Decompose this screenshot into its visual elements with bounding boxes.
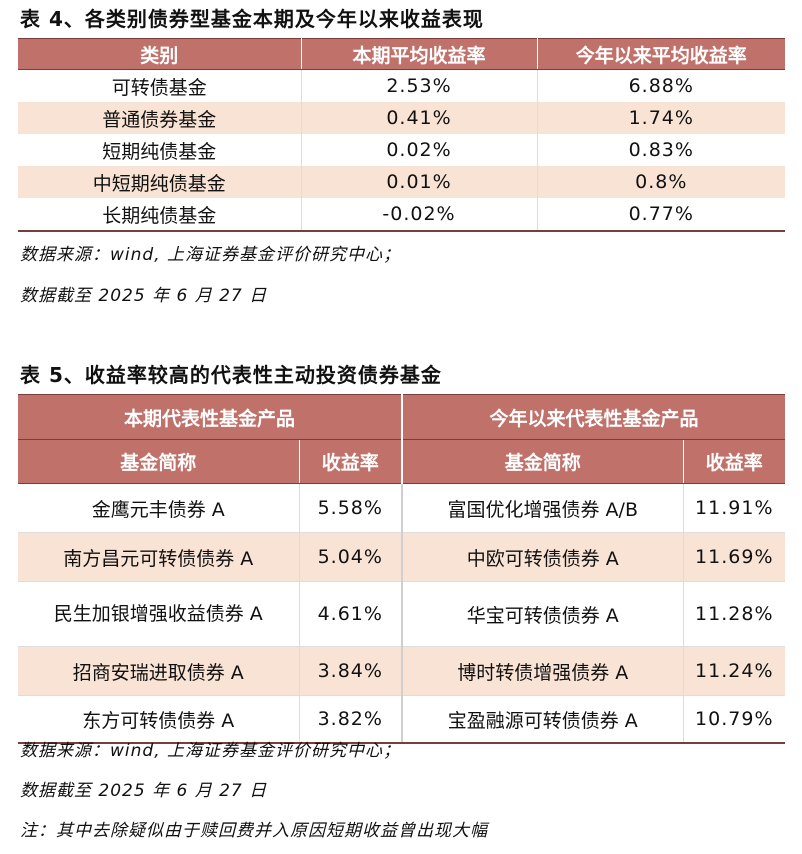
table5-group-header-row: 本期代表性基金产品 今年以来代表性基金产品 xyxy=(18,394,786,440)
table4-header-period-return: 本期平均收益率 xyxy=(301,38,538,70)
table5-cell-fund: 东方可转债债券 A xyxy=(18,695,300,744)
table5-header-fund-name: 基金简称 xyxy=(18,439,300,484)
table-row: 长期纯债基金 -0.02% 0.77% xyxy=(18,198,785,232)
table-row: 民生加银增强收益债券 A 4.61% 华宝可转债债券 A 11.28% xyxy=(18,581,786,647)
table5-source: 数据来源：wind, 上海证券基金评价研究中心； xyxy=(20,741,401,761)
table5-sub-header-row: 基金简称 收益率 基金简称 收益率 xyxy=(18,439,786,484)
table4-cell-period: 0.41% xyxy=(301,102,538,134)
table5-cell-return: 11.24% xyxy=(683,646,786,696)
table4-source: 数据来源：wind, 上海证券基金评价研究中心； xyxy=(20,245,401,265)
table5-cell-fund: 南方昌元可转债债券 A xyxy=(18,532,300,582)
table-row: 东方可转债债券 A 3.82% 宝盈融源可转债债券 A 10.79% xyxy=(18,695,786,744)
table5-cell-return: 4.61% xyxy=(299,581,404,647)
table5-cell-return: 3.84% xyxy=(299,646,404,696)
table4-cell-ytd: 1.74% xyxy=(537,102,785,134)
table4-cell-period: -0.02% xyxy=(301,198,538,232)
table5-cell-fund: 宝盈融源可转债债券 A xyxy=(402,695,684,744)
table5-title: 表 5、收益率较高的代表性主动投资债券基金 xyxy=(20,363,442,387)
table4-cell-period: 2.53% xyxy=(301,69,538,102)
table4-cell-ytd: 6.88% xyxy=(628,75,694,97)
table4-cell-category: 普通债券基金 xyxy=(18,102,302,134)
table5-cell-return: 11.69% xyxy=(683,532,786,582)
table5-cell-fund: 民生加银增强收益债券 A xyxy=(18,581,300,647)
table-row: 金鹰元丰债券 A 5.58% 富国优化增强债券 A/B 11.91% xyxy=(18,483,786,533)
table5-cell-fund: 招商安瑞进取债券 A xyxy=(18,646,300,696)
table4-cell-ytd: 0.77% xyxy=(537,198,785,232)
table5-header-fund-name: 基金简称 xyxy=(402,439,684,484)
table5-cell-fund: 金鹰元丰债券 A xyxy=(18,483,300,533)
table5-group-header-ytd: 今年以来代表性基金产品 xyxy=(402,394,786,440)
table-row: 中短期纯债基金 0.01% 0.8% xyxy=(18,166,785,198)
table4-cell-category: 中短期纯债基金 xyxy=(18,166,302,198)
table4-title: 表 4、各类别债券型基金本期及今年以来收益表现 xyxy=(20,7,484,31)
table-row: 可转债基金 2.53% 6.88% xyxy=(18,69,785,102)
table5-cell-fund: 华宝可转债债券 A xyxy=(402,581,684,647)
table4-header-ytd-return: 今年以来平均收益率 xyxy=(537,38,785,70)
table4-cell-category: 短期纯债基金 xyxy=(18,134,302,166)
table5-group-header-period: 本期代表性基金产品 xyxy=(18,394,404,440)
table4-cell-category: 长期纯债基金 xyxy=(18,198,302,232)
table4-cell-ytd: 0.83% xyxy=(628,139,694,161)
table4-header-row: 类别 本期平均收益率 今年以来平均收益率 xyxy=(18,38,785,70)
text-fade-overlay xyxy=(560,818,800,844)
table5-cell-fund: 富国优化增强债券 A/B xyxy=(402,483,684,533)
table-row: 招商安瑞进取债券 A 3.84% 博时转债增强债券 A 11.24% xyxy=(18,646,786,696)
table5-cell-fund: 博时转债增强债券 A xyxy=(402,646,684,696)
table-row: 普通债券基金 0.41% 1.74% xyxy=(18,102,785,134)
table5: 本期代表性基金产品 今年以来代表性基金产品 基金简称 收益率 基金简称 收益率 … xyxy=(18,394,786,744)
table5-cell-return: 5.58% xyxy=(299,483,404,533)
table5-header-return: 收益率 xyxy=(299,439,404,484)
table5-cell-fund-text: 民生加银增强收益债券 A xyxy=(53,603,263,625)
table4-cell-period: 0.01% xyxy=(301,166,538,198)
table5-cell-return: 10.79% xyxy=(683,695,786,744)
table4-cell-ytd: 0.8% xyxy=(537,166,785,198)
table-row: 南方昌元可转债债券 A 5.04% 中欧可转债债券 A 11.69% xyxy=(18,532,786,582)
table5-cell-return: 5.04% xyxy=(299,532,404,582)
table4-header-category: 类别 xyxy=(18,38,302,70)
table5-footnote: 注：其中去除疑似由于赎回费并入原因短期收益曾出现大幅 xyxy=(20,821,488,841)
table4-cell-period: 0.02% xyxy=(301,134,538,166)
table4-cell-category: 可转债基金 xyxy=(18,69,302,102)
table5-cell-return: 3.82% xyxy=(299,695,404,744)
table-row: 短期纯债基金 0.02% 0.83% xyxy=(18,134,785,166)
table5-cell-fund: 中欧可转债债券 A xyxy=(402,532,684,582)
table5-cell-return: 11.28% xyxy=(683,581,786,647)
table5-cell-return: 11.91% xyxy=(683,483,786,533)
table4: 类别 本期平均收益率 今年以来平均收益率 可转债基金 2.53% 6.88% 普… xyxy=(18,38,785,232)
table5-header-return: 收益率 xyxy=(683,439,786,484)
table5-date: 数据截至 2025 年 6 月 27 日 xyxy=(20,781,268,801)
table4-date: 数据截至 2025 年 6 月 27 日 xyxy=(20,286,268,306)
